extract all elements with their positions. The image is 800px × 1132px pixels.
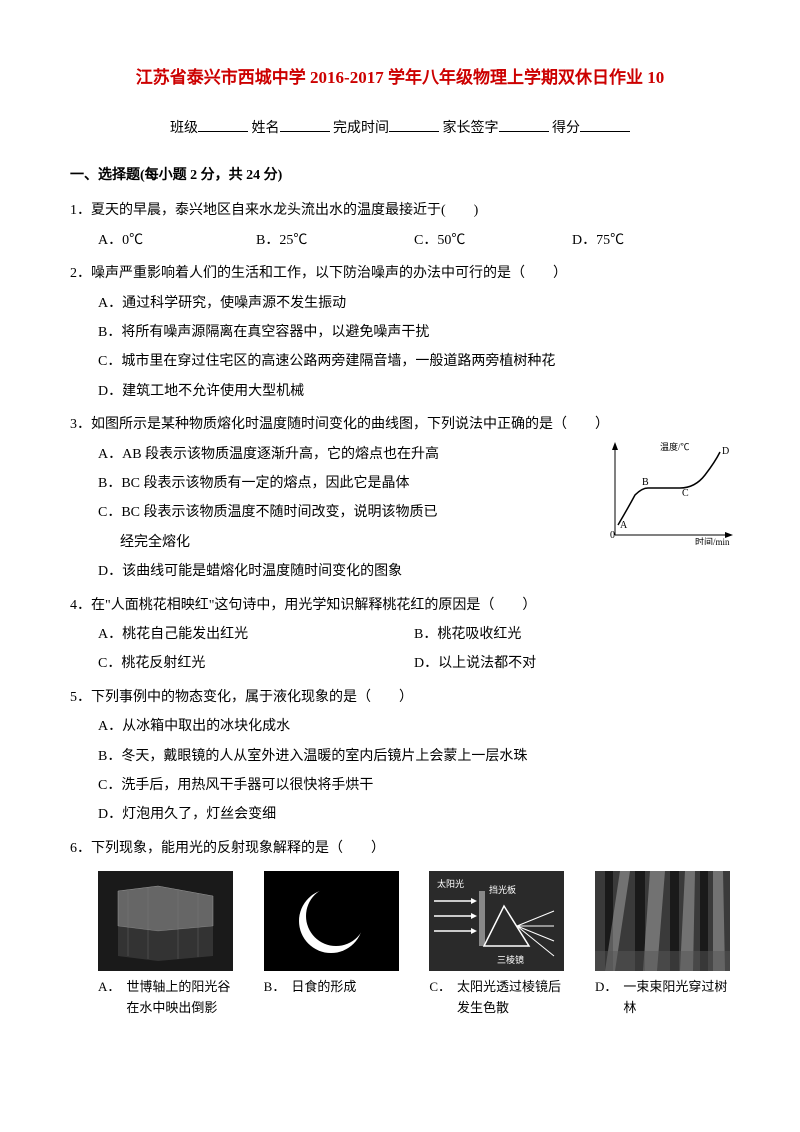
q5-opt-c: C．洗手后，用热风干手器可以很快将手烘干 bbox=[70, 771, 730, 800]
q6-b-caption: 日食的形成 bbox=[291, 977, 356, 998]
sign-blank bbox=[499, 117, 549, 132]
class-blank bbox=[198, 117, 248, 132]
q1-opt-b: B．25℃ bbox=[256, 226, 414, 255]
question-6: 6．下列现象，能用光的反射现象解释的是（ ） A． bbox=[70, 834, 730, 1019]
time-label: 完成时间 bbox=[333, 121, 389, 136]
q2-opt-c: C．城市里在穿过住宅区的高速公路两旁建隔音墙，一般道路两旁植树种花 bbox=[70, 347, 730, 376]
q6-a-caption: 世博轴上的阳光谷在水中映出倒影 bbox=[126, 977, 233, 1019]
question-2: 2．噪声严重影响着人们的生活和工作，以下防治噪声的办法中可行的是（ ） A．通过… bbox=[70, 259, 730, 406]
q6-img-d bbox=[595, 871, 730, 971]
q6-a-letter: A． bbox=[98, 977, 120, 1019]
q6-d-caption: 一束束阳光穿过树林 bbox=[623, 977, 730, 1019]
q6-item-d: D． 一束束阳光穿过树林 bbox=[595, 871, 730, 1019]
q6-b-letter: B． bbox=[264, 977, 286, 998]
q6-item-a: A． 世博轴上的阳光谷在水中映出倒影 bbox=[98, 871, 233, 1019]
score-blank bbox=[580, 117, 630, 132]
q6-item-c: 太阳光 挡光板 三棱镜 bbox=[429, 871, 564, 1019]
svg-text:D: D bbox=[722, 446, 729, 457]
q4-opt-a: A．桃花自己能发出红光 bbox=[98, 620, 414, 649]
q1-opt-c: C．50℃ bbox=[414, 226, 572, 255]
graph-xlabel: 时间/min bbox=[695, 536, 730, 545]
svg-text:B: B bbox=[642, 477, 649, 488]
q1-text: 1．夏天的早晨，泰兴地区自来水龙头流出水的温度最接近于( ) bbox=[70, 196, 730, 225]
q5-opt-a: A．从冰箱中取出的冰块化成水 bbox=[70, 712, 730, 741]
q4-opt-d: D．以上说法都不对 bbox=[414, 649, 730, 678]
svg-text:挡光板: 挡光板 bbox=[489, 884, 516, 895]
question-1: 1．夏天的早晨，泰兴地区自来水龙头流出水的温度最接近于( ) A．0℃ B．25… bbox=[70, 196, 730, 255]
q4-text: 4．在"人面桃花相映红"这句诗中，用光学知识解释桃花红的原因是（ ） bbox=[70, 591, 730, 620]
info-line: 班级 姓名 完成时间 家长签字 得分 bbox=[70, 114, 730, 143]
q2-opt-b: B．将所有噪声源隔离在真空容器中，以避免噪声干扰 bbox=[70, 318, 730, 347]
svg-text:三棱镜: 三棱镜 bbox=[497, 954, 524, 965]
class-label: 班级 bbox=[170, 121, 198, 136]
q5-text: 5．下列事例中的物态变化，属于液化现象的是（ ） bbox=[70, 683, 730, 712]
exam-page: 江苏省泰兴市西城中学 2016-2017 学年八年级物理上学期双休日作业 10 … bbox=[0, 0, 800, 1063]
q5-opt-b: B．冬天，戴眼镜的人从室外进入温暖的室内后镜片上会蒙上一层水珠 bbox=[70, 742, 730, 771]
q6-img-a bbox=[98, 871, 233, 971]
q2-opt-a: A．通过科学研究，使噪声源不发生振动 bbox=[70, 289, 730, 318]
section-head: 一、选择题(每小题 2 分，共 24 分) bbox=[70, 161, 730, 190]
svg-text:C: C bbox=[682, 488, 689, 499]
q2-opt-d: D．建筑工地不允许使用大型机械 bbox=[70, 377, 730, 406]
svg-text:A: A bbox=[620, 520, 628, 531]
q6-item-b: B． 日食的形成 bbox=[264, 871, 399, 1019]
graph-ylabel: 温度/℃ bbox=[660, 441, 690, 452]
name-label: 姓名 bbox=[252, 121, 280, 136]
q6-image-row: A． 世博轴上的阳光谷在水中映出倒影 B． 日食的形成 bbox=[70, 871, 730, 1019]
question-4: 4．在"人面桃花相映红"这句诗中，用光学知识解释桃花红的原因是（ ） A．桃花自… bbox=[70, 591, 730, 679]
melting-curve-graph: A B C D 0 温度/℃ 时间/min bbox=[600, 440, 740, 545]
q4-opt-c: C．桃花反射红光 bbox=[98, 649, 414, 678]
svg-text:太阳光: 太阳光 bbox=[437, 878, 464, 889]
q5-opt-d: D．灯泡用久了，灯丝会变细 bbox=[70, 800, 730, 829]
q3-opt-d: D．该曲线可能是蜡熔化时温度随时间变化的图象 bbox=[70, 557, 730, 586]
score-label: 得分 bbox=[552, 121, 580, 136]
page-title: 江苏省泰兴市西城中学 2016-2017 学年八年级物理上学期双休日作业 10 bbox=[70, 60, 730, 96]
q6-d-letter: D． bbox=[595, 977, 617, 1019]
q2-text: 2．噪声严重影响着人们的生活和工作，以下防治噪声的办法中可行的是（ ） bbox=[70, 259, 730, 288]
q6-c-caption: 太阳光透过棱镜后发生色散 bbox=[457, 977, 564, 1019]
question-5: 5．下列事例中的物态变化，属于液化现象的是（ ） A．从冰箱中取出的冰块化成水 … bbox=[70, 683, 730, 830]
sign-label: 家长签字 bbox=[443, 121, 499, 136]
q1-opt-a: A．0℃ bbox=[98, 226, 256, 255]
q6-img-c: 太阳光 挡光板 三棱镜 bbox=[429, 871, 564, 971]
svg-text:0: 0 bbox=[610, 530, 615, 541]
q4-opt-b: B．桃花吸收红光 bbox=[414, 620, 730, 649]
q3-text: 3．如图所示是某种物质熔化时温度随时间变化的曲线图，下列说法中正确的是（ ） bbox=[70, 410, 730, 439]
q6-img-b bbox=[264, 871, 399, 971]
time-blank bbox=[389, 117, 439, 132]
q6-c-letter: C． bbox=[429, 977, 451, 1019]
question-3: 3．如图所示是某种物质熔化时温度随时间变化的曲线图，下列说法中正确的是（ ） A… bbox=[70, 410, 730, 586]
name-blank bbox=[280, 117, 330, 132]
q1-opt-d: D．75℃ bbox=[572, 226, 730, 255]
q6-text: 6．下列现象，能用光的反射现象解释的是（ ） bbox=[70, 834, 730, 863]
